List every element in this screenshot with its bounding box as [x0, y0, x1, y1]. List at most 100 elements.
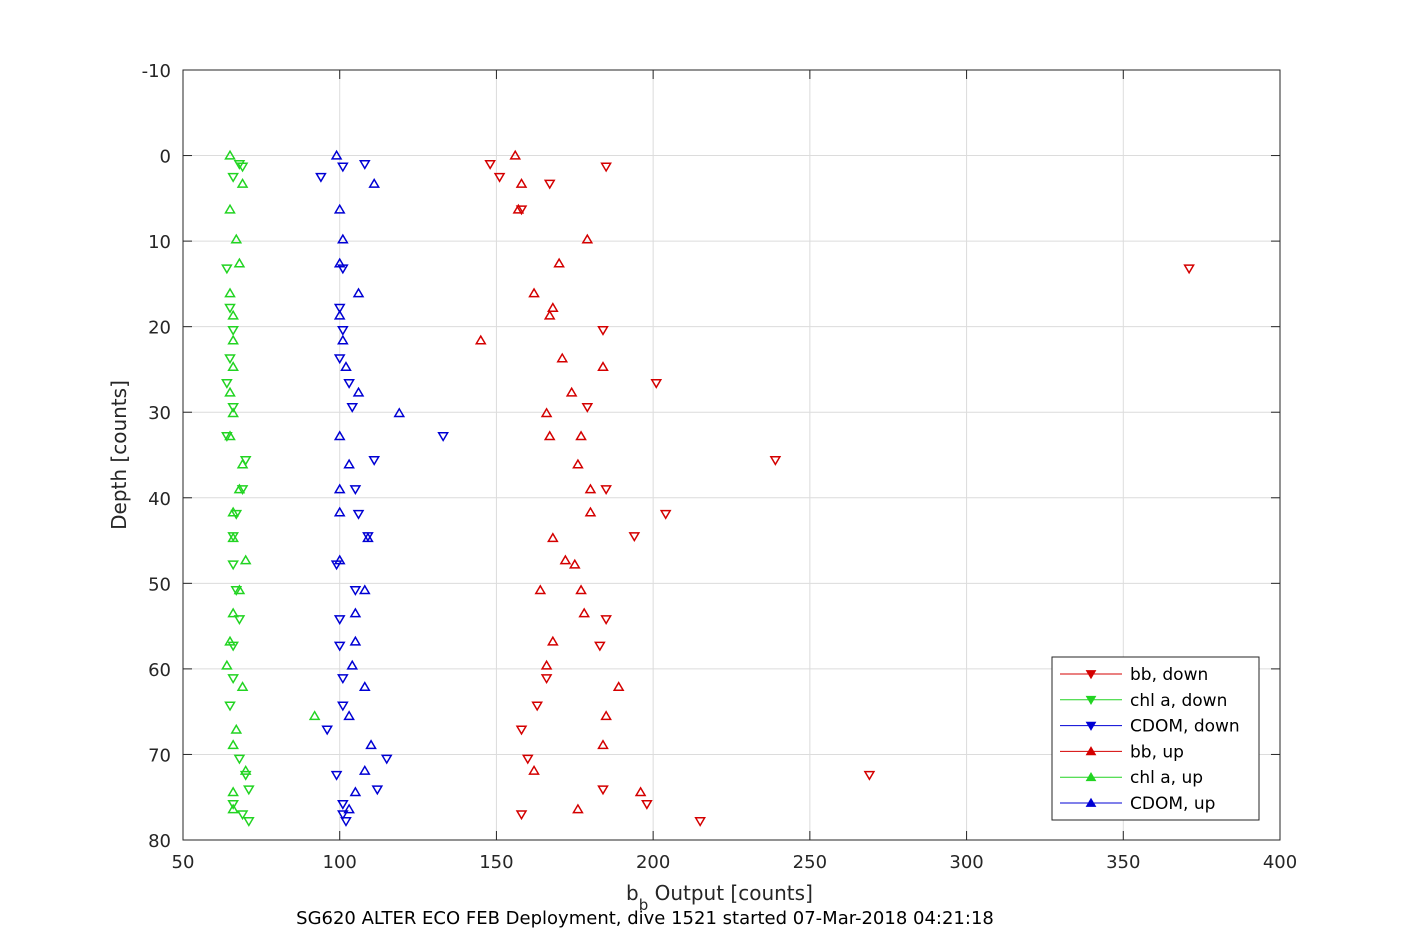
data-point [224, 354, 236, 365]
x-tick-label: 300 [949, 852, 983, 873]
data-point [239, 764, 252, 775]
data-point [230, 723, 243, 734]
data-point [333, 203, 346, 214]
data-point [694, 817, 706, 827]
data-point [330, 770, 343, 781]
x-axis-label: bb Output [counts] [626, 881, 813, 914]
data-point [227, 325, 239, 336]
data-point [343, 458, 355, 469]
data-point [337, 799, 349, 810]
x-tick-label: 350 [1106, 852, 1140, 873]
data-point [227, 309, 239, 320]
data-point [224, 303, 236, 314]
data-point [547, 635, 559, 646]
data-point [553, 257, 565, 268]
data-point [333, 430, 346, 441]
data-point [337, 162, 349, 173]
legend-marker [1085, 771, 1097, 782]
data-point [349, 786, 362, 797]
x-tick-label: 50 [172, 852, 195, 873]
data-point [597, 785, 609, 796]
legend-marker [1085, 670, 1097, 680]
legend-label: bb, up [1130, 742, 1184, 762]
data-point [1183, 264, 1195, 275]
data-point [227, 172, 239, 183]
data-point [358, 159, 371, 170]
data-point [521, 754, 534, 765]
data-point [333, 354, 346, 365]
data-point [230, 509, 243, 520]
data-point [575, 584, 587, 595]
data-point [343, 803, 355, 814]
data-point [572, 458, 584, 469]
data-point [352, 287, 365, 298]
x-tick-label: 200 [636, 852, 670, 873]
data-point [380, 754, 393, 765]
series-layer [221, 149, 1195, 827]
data-point [333, 257, 346, 268]
y-tick-label: -10 [142, 61, 171, 82]
data-point [349, 607, 362, 618]
legend-marker [1085, 695, 1097, 706]
data-point [224, 386, 236, 397]
data-point [547, 532, 559, 543]
y-tick-label: 0 [160, 147, 171, 168]
data-point [340, 361, 352, 372]
data-point [340, 817, 352, 827]
y-axis-label: Depth [counts] [107, 380, 131, 530]
data-point [534, 584, 547, 595]
data-point [227, 607, 239, 618]
data-point [509, 149, 522, 160]
data-point [343, 379, 355, 389]
legend-marker [1085, 746, 1097, 756]
legend-label: CDOM, down [1130, 717, 1240, 737]
data-point [227, 532, 239, 543]
data-point [352, 386, 365, 397]
data-point [337, 810, 349, 821]
data-point [337, 701, 349, 712]
data-point [600, 710, 612, 721]
legend-label: chl a, up [1130, 768, 1203, 788]
data-point [581, 233, 594, 244]
data-point [308, 710, 321, 721]
y-tick-label: 20 [148, 318, 171, 339]
data-point [547, 302, 559, 312]
data-point [528, 287, 540, 298]
data-point [239, 770, 252, 781]
legend-label: chl a, down [1130, 691, 1227, 711]
data-point [337, 233, 349, 244]
data-point [597, 325, 609, 336]
data-point [365, 739, 377, 750]
data-point [236, 485, 249, 495]
data-point [230, 586, 243, 596]
data-point [572, 803, 584, 814]
data-point [493, 172, 506, 183]
data-point [531, 701, 543, 712]
data-point [543, 430, 556, 441]
series-4 [221, 149, 321, 814]
data-point [236, 810, 249, 821]
data-point [224, 203, 236, 214]
data-point [333, 615, 346, 626]
data-point [863, 770, 876, 781]
chart-caption: SG620 ALTER ECO FEB Deployment, dive 152… [296, 908, 994, 929]
data-point [368, 456, 381, 466]
data-point [236, 681, 249, 691]
data-point [581, 402, 594, 413]
data-point [540, 407, 553, 418]
data-point [597, 361, 609, 372]
data-point [368, 178, 381, 188]
data-point [578, 607, 590, 618]
data-point [568, 558, 581, 569]
data-point [221, 432, 233, 442]
data-point [243, 817, 255, 827]
data-point [358, 681, 371, 691]
data-point [227, 506, 239, 517]
data-point [540, 659, 553, 670]
data-point [337, 325, 349, 336]
data-point [543, 309, 556, 320]
data-point [559, 554, 572, 565]
data-point [333, 483, 346, 494]
data-point [515, 810, 528, 821]
